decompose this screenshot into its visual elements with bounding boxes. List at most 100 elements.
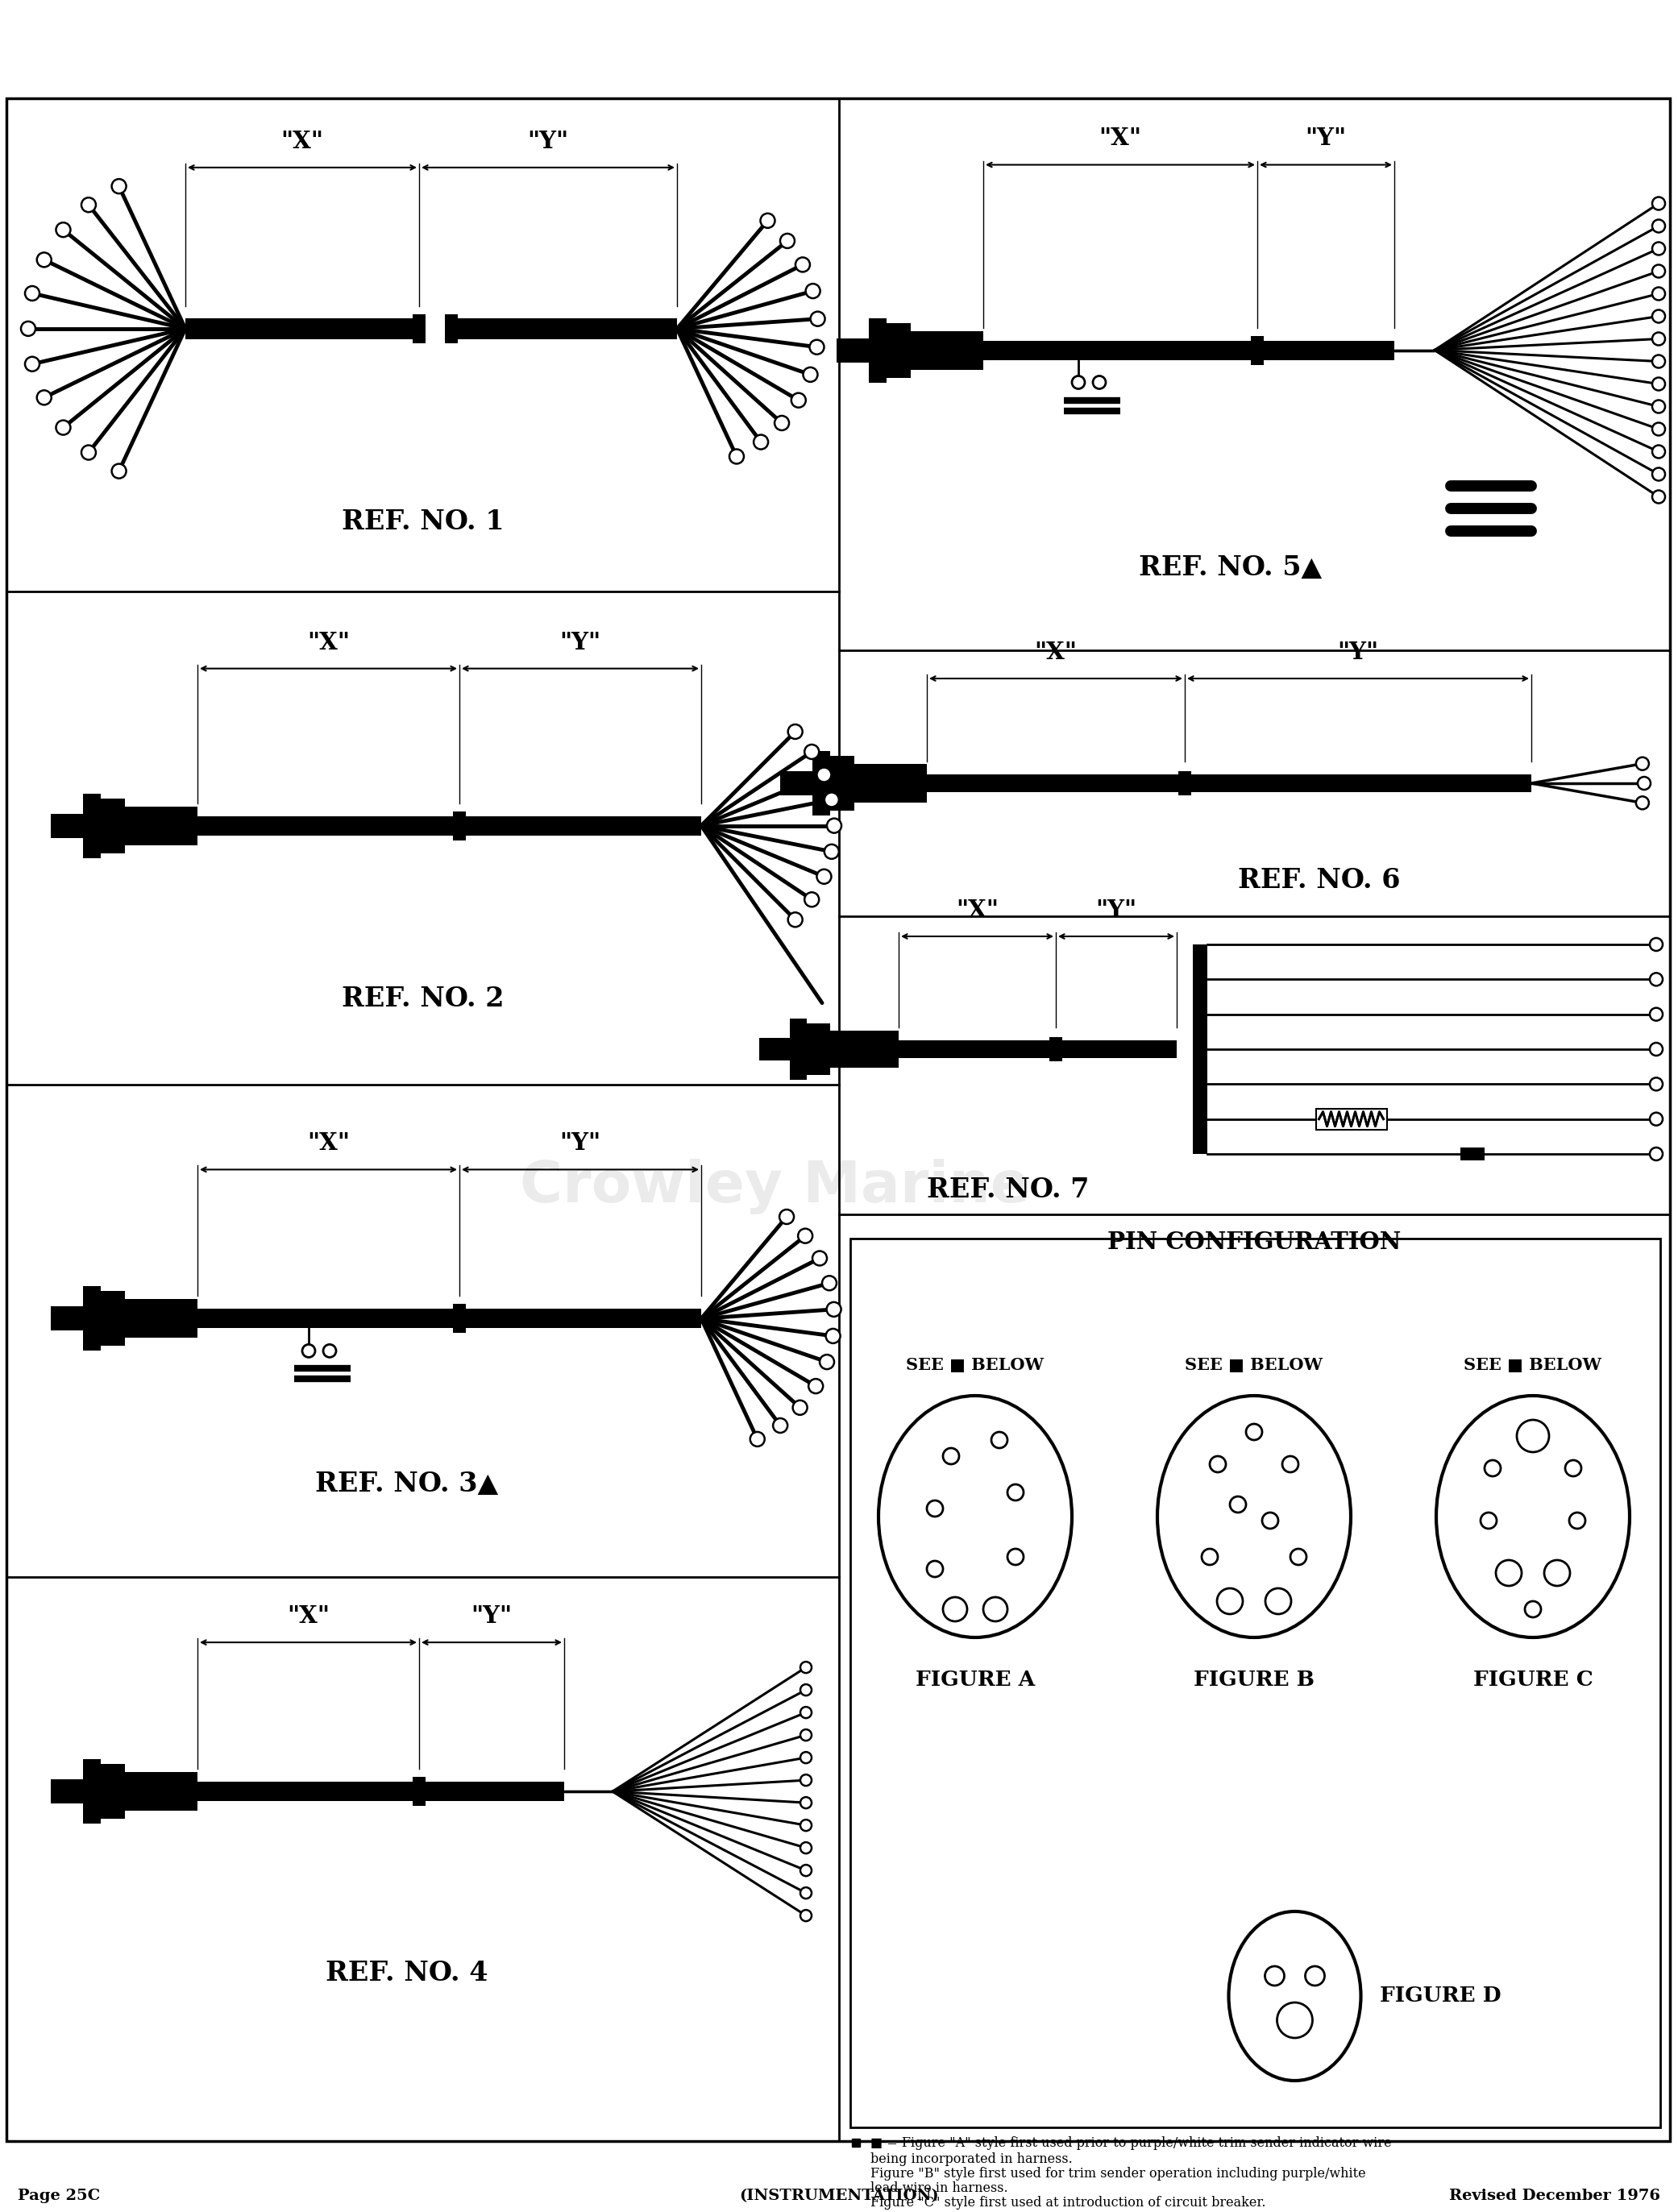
Text: "X": "X": [280, 131, 324, 153]
Text: "X": "X": [1099, 126, 1141, 150]
Bar: [1049, 1037, 1062, 1062]
Text: FIGURE B: FIGURE B: [1193, 1670, 1314, 1690]
Bar: [899, 1040, 1049, 1057]
Circle shape: [1495, 1559, 1522, 1586]
Circle shape: [822, 1276, 837, 1290]
Circle shape: [81, 197, 96, 212]
Circle shape: [1007, 1548, 1024, 1564]
Circle shape: [943, 1449, 960, 1464]
Circle shape: [760, 212, 775, 228]
Circle shape: [1653, 332, 1665, 345]
Circle shape: [20, 321, 35, 336]
Circle shape: [1653, 467, 1665, 480]
Circle shape: [800, 1708, 812, 1719]
Bar: [453, 812, 466, 841]
Circle shape: [1265, 1966, 1284, 1986]
Circle shape: [789, 911, 802, 927]
Ellipse shape: [1158, 1396, 1351, 1637]
Circle shape: [800, 1683, 812, 1697]
Circle shape: [55, 223, 70, 237]
Circle shape: [810, 312, 826, 325]
Circle shape: [324, 1345, 336, 1358]
Circle shape: [25, 356, 40, 372]
Bar: [445, 314, 458, 343]
Circle shape: [1262, 1513, 1279, 1528]
Bar: [82, 794, 101, 858]
Text: REF. NO. 7: REF. NO. 7: [926, 1177, 1089, 1203]
Text: FIGURE C: FIGURE C: [1473, 1670, 1592, 1690]
Circle shape: [805, 283, 821, 299]
Circle shape: [800, 1865, 812, 1876]
Circle shape: [1092, 376, 1106, 389]
Circle shape: [730, 449, 743, 465]
Bar: [50, 1778, 82, 1803]
Bar: [1178, 772, 1191, 796]
Bar: [837, 338, 869, 363]
Text: Crowley Marine: Crowley Marine: [520, 1159, 1030, 1214]
Circle shape: [1653, 288, 1665, 301]
Circle shape: [1649, 938, 1663, 951]
Circle shape: [1653, 445, 1665, 458]
Bar: [185, 319, 420, 338]
Text: being incorporated in harness.: being incorporated in harness.: [871, 2152, 1072, 2166]
Circle shape: [824, 792, 839, 807]
Text: REF. NO. 5▲: REF. NO. 5▲: [1139, 555, 1322, 582]
Circle shape: [1265, 1588, 1290, 1615]
Bar: [829, 1031, 899, 1068]
Circle shape: [943, 1597, 967, 1621]
Circle shape: [1649, 973, 1663, 987]
Bar: [886, 323, 911, 378]
Bar: [451, 319, 676, 338]
Bar: [780, 772, 812, 796]
Bar: [101, 799, 124, 854]
Circle shape: [800, 1909, 812, 1922]
Circle shape: [774, 1418, 787, 1433]
Circle shape: [112, 465, 126, 478]
Text: SEE ■ BELOW: SEE ■ BELOW: [1463, 1356, 1602, 1374]
Bar: [812, 752, 831, 816]
Text: FIGURE A: FIGURE A: [916, 1670, 1035, 1690]
Bar: [50, 814, 82, 838]
Text: Figure "B" style first used for trim sender operation including purple/white: Figure "B" style first used for trim sen…: [871, 2166, 1366, 2181]
Circle shape: [826, 1329, 841, 1343]
Bar: [82, 1759, 101, 1823]
Circle shape: [1653, 422, 1665, 436]
Bar: [1316, 1108, 1386, 1130]
Text: "Y": "Y": [1337, 641, 1379, 664]
Text: "Y": "Y": [472, 1604, 512, 1628]
Bar: [124, 1772, 198, 1812]
Bar: [1193, 945, 1208, 1155]
Circle shape: [1638, 776, 1651, 790]
Circle shape: [800, 1730, 812, 1741]
Text: "X": "X": [307, 630, 349, 655]
Bar: [453, 1305, 466, 1334]
Bar: [413, 314, 426, 343]
Circle shape: [926, 1500, 943, 1517]
Circle shape: [1007, 1484, 1024, 1500]
Circle shape: [800, 1796, 812, 1809]
Bar: [466, 1310, 701, 1329]
Text: REF. NO. 3▲: REF. NO. 3▲: [315, 1471, 498, 1498]
Circle shape: [926, 1562, 943, 1577]
Bar: [851, 1239, 1660, 2128]
Circle shape: [817, 768, 831, 783]
Text: "X": "X": [956, 898, 998, 922]
Bar: [854, 763, 926, 803]
Text: "Y": "Y": [527, 131, 569, 153]
Circle shape: [37, 252, 52, 268]
Circle shape: [55, 420, 70, 436]
Circle shape: [1480, 1513, 1497, 1528]
Text: FIGURE D: FIGURE D: [1379, 1986, 1500, 2006]
Circle shape: [795, 257, 810, 272]
Circle shape: [812, 1252, 827, 1265]
Bar: [1062, 1040, 1176, 1057]
Circle shape: [1653, 491, 1665, 504]
Circle shape: [983, 1597, 1007, 1621]
Circle shape: [1649, 1113, 1663, 1126]
Circle shape: [1636, 796, 1649, 810]
Text: "X": "X": [1034, 641, 1077, 664]
Circle shape: [780, 234, 795, 248]
Text: REF. NO. 2: REF. NO. 2: [342, 987, 503, 1013]
Circle shape: [824, 845, 839, 858]
Circle shape: [750, 1431, 765, 1447]
